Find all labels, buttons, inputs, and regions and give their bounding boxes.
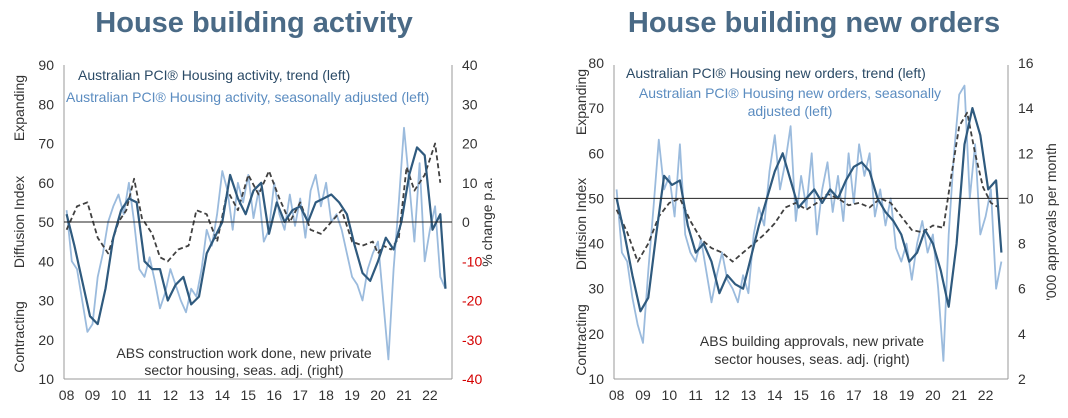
right-y-tick-label: 30 (462, 96, 478, 112)
x-tick-label: 08 (609, 387, 625, 403)
left-y-tick-label: 30 (588, 281, 604, 297)
right-y-tick-label: 2 (1018, 371, 1026, 387)
right-y-tick-label: 8 (1018, 236, 1026, 252)
x-tick-label: 16 (266, 387, 282, 403)
x-tick-label: 20 (370, 387, 386, 403)
right-y-tick-label: 4 (1018, 326, 1026, 342)
x-tick-label: 13 (741, 387, 757, 403)
chart-title: House building new orders (628, 7, 1000, 39)
left-y-tick-label: 60 (588, 145, 604, 161)
left-y-tick-label: 70 (588, 100, 604, 116)
series-line-seasonally-adjusted (615, 84, 1003, 362)
right-y-tick-label: 14 (1018, 100, 1034, 116)
x-tick-label: 08 (59, 387, 75, 403)
right-y-tick-label: -30 (462, 332, 482, 348)
x-tick-label: 17 (292, 387, 308, 403)
left-y-tick-label: 10 (588, 371, 604, 387)
x-tick-label: 10 (662, 387, 678, 403)
tick-layer: 08 09 10 11 12 13 14 15 16 17 18 19 20 21 22 10 20 30 40 50… (588, 55, 1033, 403)
legend-seasonally-adjusted-line-1: Australian PCI® Housing new orders, seas… (639, 85, 941, 101)
x-tick-label: 14 (767, 387, 783, 403)
x-tick-label: 19 (344, 387, 360, 403)
x-tick-label: 18 (872, 387, 888, 403)
note-line-1: ABS construction work done, new private (116, 345, 371, 361)
legend-seasonally-adjusted-line-2: adjusted (left) (748, 103, 833, 119)
panel-house-building-activity: House building activity 08 09 10 11 12 13 14 15… (11, 7, 495, 403)
x-tick-label: 10 (111, 387, 127, 403)
legend-trend: Australian PCI® Housing activity, trend … (78, 67, 350, 83)
left-y-tick-label: 40 (588, 236, 604, 252)
right-axis-label: '000 approvals per month (1043, 143, 1059, 301)
x-tick-label: 16 (820, 387, 836, 403)
note-line-2: sector housing, seas. adj. (right) (144, 362, 343, 378)
left-y-tick-label: 30 (38, 293, 54, 309)
left-y-tick-label: 80 (588, 55, 604, 71)
left-y-tick-label: 20 (588, 326, 604, 342)
left-axis-label-bottom: Contracting (11, 301, 27, 373)
right-y-tick-label: 16 (1018, 55, 1034, 71)
panel-house-building-new-orders: House building new orders 08 09 10 11 12 13 14… (573, 7, 1059, 403)
series-line-abs-right-axis (615, 111, 1000, 263)
right-y-tick-label: 10 (1018, 190, 1034, 206)
x-tick-label: 21 (951, 387, 967, 403)
left-axis-label-top: Expanding (573, 69, 589, 135)
x-tick-label: 09 (635, 387, 651, 403)
tick-layer: 08 09 10 11 12 13 14 15 16 17 18 19 20 21 22 10 20 30 40 50… (38, 57, 482, 403)
x-tick-label: 20 (925, 387, 941, 403)
x-tick-label: 12 (714, 387, 730, 403)
left-axis-label-bottom: Contracting (573, 304, 589, 376)
x-tick-label: 14 (215, 387, 231, 403)
x-tick-label: 15 (240, 387, 256, 403)
x-tick-label: 09 (85, 387, 101, 403)
x-tick-label: 22 (422, 387, 438, 403)
x-tick-label: 13 (189, 387, 205, 403)
x-tick-label: 11 (688, 387, 703, 403)
note-line-2: sector houses, seas. adj. (right) (714, 351, 909, 367)
x-tick-label: 15 (793, 387, 809, 403)
left-y-tick-label: 50 (588, 190, 604, 206)
right-y-tick-label: 0 (462, 214, 470, 230)
x-tick-label: 11 (137, 387, 152, 403)
x-tick-label: 22 (978, 387, 994, 403)
left-axis-label-top: Expanding (11, 75, 27, 141)
right-y-tick-label: 12 (1018, 145, 1034, 161)
x-tick-label: 21 (396, 387, 412, 403)
legend-seasonally-adjusted: Australian PCI® Housing activity, season… (66, 89, 429, 105)
right-y-tick-label: -20 (462, 293, 482, 309)
right-y-tick-label: -40 (462, 371, 482, 387)
left-y-tick-label: 20 (38, 332, 54, 348)
left-y-tick-label: 80 (38, 96, 54, 112)
series-line-abs-right-axis (65, 142, 442, 263)
x-tick-label: 17 (846, 387, 862, 403)
x-tick-label: 12 (163, 387, 179, 403)
left-y-tick-label: 50 (38, 214, 54, 230)
right-y-tick-label: 20 (462, 136, 478, 152)
right-y-tick-label: 40 (462, 57, 478, 73)
left-y-tick-label: 60 (38, 175, 54, 191)
right-y-tick-label: -10 (462, 253, 482, 269)
right-y-tick-label: 6 (1018, 281, 1026, 297)
series-line-trend (65, 146, 447, 326)
right-y-tick-label: 10 (462, 175, 478, 191)
legend-trend: Australian PCI® Housing new orders, tren… (626, 65, 926, 81)
left-axis-label: Diffusion Index (573, 178, 589, 270)
note-line-1: ABS building approvals, new private (700, 333, 924, 349)
series-line-trend (615, 106, 1003, 313)
left-y-tick-label: 10 (38, 371, 54, 387)
x-tick-label: 19 (899, 387, 915, 403)
series-layer (65, 126, 447, 361)
x-tick-label: 18 (318, 387, 334, 403)
left-y-tick-label: 40 (38, 253, 54, 269)
series-line-seasonally-adjusted (65, 126, 447, 361)
left-y-tick-label: 90 (38, 57, 54, 73)
series-layer (615, 84, 1003, 362)
left-y-tick-label: 70 (38, 136, 54, 152)
left-axis-label: Diffusion Index (11, 176, 27, 268)
right-axis-label: % change p.a. (479, 177, 495, 267)
chart-title: House building activity (95, 7, 412, 39)
